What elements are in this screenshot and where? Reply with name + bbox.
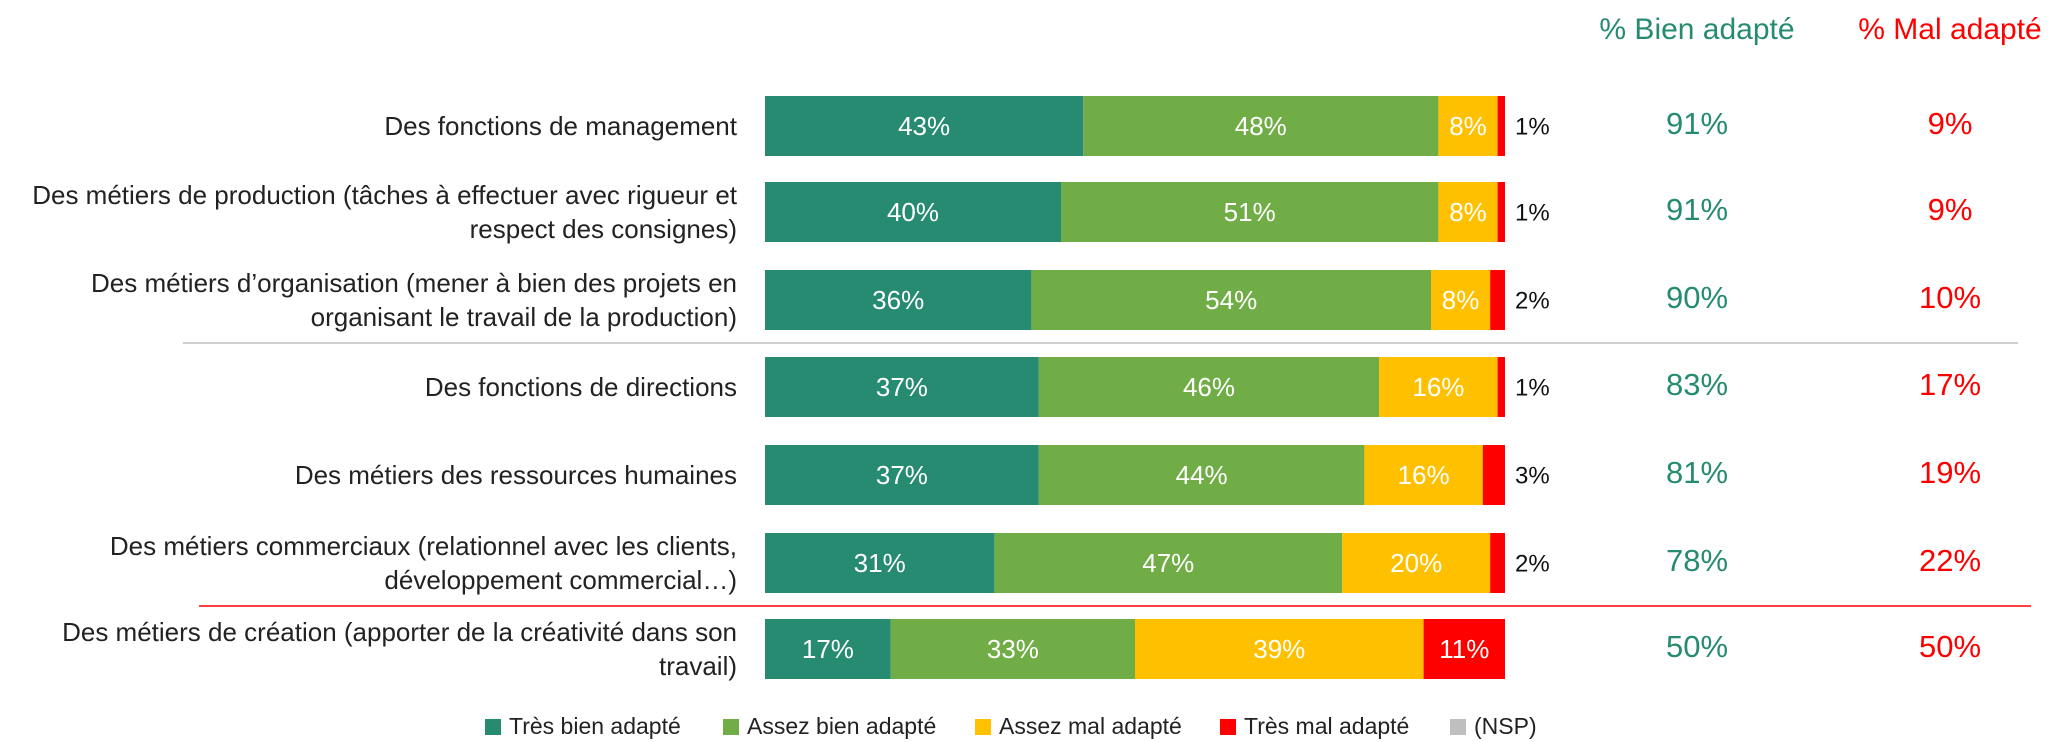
category-label: Des métiers de production (tâches à effe… bbox=[32, 180, 737, 244]
summary-value: 10% bbox=[1919, 280, 1981, 315]
value-label: 47% bbox=[1142, 548, 1194, 578]
legend-swatch bbox=[1450, 719, 1466, 735]
category-label: Des fonctions de directions bbox=[424, 372, 737, 402]
category-label: Des métiers commerciaux (relationnel ave… bbox=[109, 531, 737, 595]
bar-segment bbox=[1497, 96, 1505, 156]
bar-segment bbox=[1438, 182, 1498, 242]
value-label: 33% bbox=[987, 634, 1039, 664]
bar-segment bbox=[765, 96, 1084, 156]
bar-segment bbox=[1497, 357, 1505, 417]
summary-header: % Mal adapté bbox=[1858, 13, 2041, 46]
summary-header: % Bien adapté bbox=[1599, 13, 1794, 46]
value-label: 11% bbox=[1439, 634, 1489, 664]
legend-swatch bbox=[723, 719, 739, 735]
value-label: 51% bbox=[1224, 197, 1276, 227]
value-label: 2% bbox=[1515, 287, 1550, 314]
bar-segment bbox=[1342, 533, 1491, 593]
value-label: 40% bbox=[887, 197, 939, 227]
legend-label: Très mal adapté bbox=[1244, 713, 1409, 739]
value-label: 43% bbox=[898, 111, 950, 141]
value-label: 3% bbox=[1515, 462, 1550, 489]
bar-segment bbox=[1038, 445, 1365, 505]
legend-label: Assez bien adapté bbox=[747, 713, 936, 739]
bar-segment bbox=[1423, 619, 1505, 679]
bar-segment bbox=[1061, 182, 1439, 242]
value-label: 39% bbox=[1253, 634, 1305, 664]
legend-swatch bbox=[975, 719, 991, 735]
value-label: 16% bbox=[1412, 372, 1464, 402]
category-label: Des métiers d’organisation (mener à bien… bbox=[90, 268, 737, 332]
value-label: 20% bbox=[1390, 548, 1442, 578]
category-label: Des fonctions de management bbox=[384, 111, 737, 141]
bar-segment bbox=[1364, 445, 1483, 505]
summary-value: 22% bbox=[1919, 543, 1981, 578]
value-label: 8% bbox=[1449, 197, 1487, 227]
value-label: 1% bbox=[1515, 374, 1550, 401]
category-label: Des métiers de création (apporter de la … bbox=[62, 617, 737, 681]
value-label: 8% bbox=[1449, 111, 1487, 141]
bar-segment bbox=[765, 445, 1039, 505]
bar-segment bbox=[1490, 533, 1505, 593]
summary-value: 19% bbox=[1919, 455, 1981, 490]
value-label: 54% bbox=[1205, 285, 1257, 315]
legend-swatch bbox=[485, 719, 501, 735]
bar-segment bbox=[1135, 619, 1424, 679]
bar-segment bbox=[1379, 357, 1498, 417]
bar-segment bbox=[1038, 357, 1380, 417]
bar-segment bbox=[1083, 96, 1439, 156]
bar-segment bbox=[994, 533, 1343, 593]
value-label: 16% bbox=[1398, 460, 1450, 490]
value-label: 1% bbox=[1515, 113, 1550, 140]
summary-value: 9% bbox=[1928, 106, 1973, 141]
bar-segment bbox=[765, 619, 891, 679]
bar-segment bbox=[1497, 182, 1505, 242]
bar-segment bbox=[1482, 445, 1505, 505]
summary-value: 50% bbox=[1919, 629, 1981, 664]
value-label: 17% bbox=[802, 634, 854, 664]
value-label: 1% bbox=[1515, 199, 1550, 226]
bar-segment bbox=[890, 619, 1135, 679]
summary-value: 81% bbox=[1666, 455, 1728, 490]
value-label: 37% bbox=[876, 460, 928, 490]
legend-label: Assez mal adapté bbox=[999, 713, 1182, 739]
legend-label: Très bien adapté bbox=[509, 713, 681, 739]
value-label: 44% bbox=[1176, 460, 1228, 490]
category-label: Des métiers des ressources humaines bbox=[294, 460, 737, 490]
summary-value: 83% bbox=[1666, 367, 1728, 402]
value-label: 37% bbox=[876, 372, 928, 402]
value-label: 46% bbox=[1183, 372, 1235, 402]
summary-value: 50% bbox=[1666, 629, 1728, 664]
bar-segment bbox=[765, 182, 1061, 242]
summary-value: 17% bbox=[1919, 367, 1981, 402]
bar-segment bbox=[765, 357, 1039, 417]
bar-segment bbox=[1431, 270, 1491, 330]
legend-label: (NSP) bbox=[1474, 713, 1537, 739]
bar-segment bbox=[765, 533, 995, 593]
value-label: 2% bbox=[1515, 550, 1550, 577]
bar-segment bbox=[1438, 96, 1498, 156]
legend-swatch bbox=[1220, 719, 1236, 735]
summary-value: 9% bbox=[1928, 192, 1973, 227]
value-label: 36% bbox=[872, 285, 924, 315]
value-label: 48% bbox=[1235, 111, 1287, 141]
summary-value: 91% bbox=[1666, 192, 1728, 227]
bar-segment bbox=[1031, 270, 1431, 330]
summary-value: 91% bbox=[1666, 106, 1728, 141]
bar-segment bbox=[765, 270, 1032, 330]
summary-value: 78% bbox=[1666, 543, 1728, 578]
summary-value: 90% bbox=[1666, 280, 1728, 315]
value-label: 31% bbox=[854, 548, 906, 578]
bar-segment bbox=[1490, 270, 1505, 330]
value-label: 8% bbox=[1442, 285, 1480, 315]
